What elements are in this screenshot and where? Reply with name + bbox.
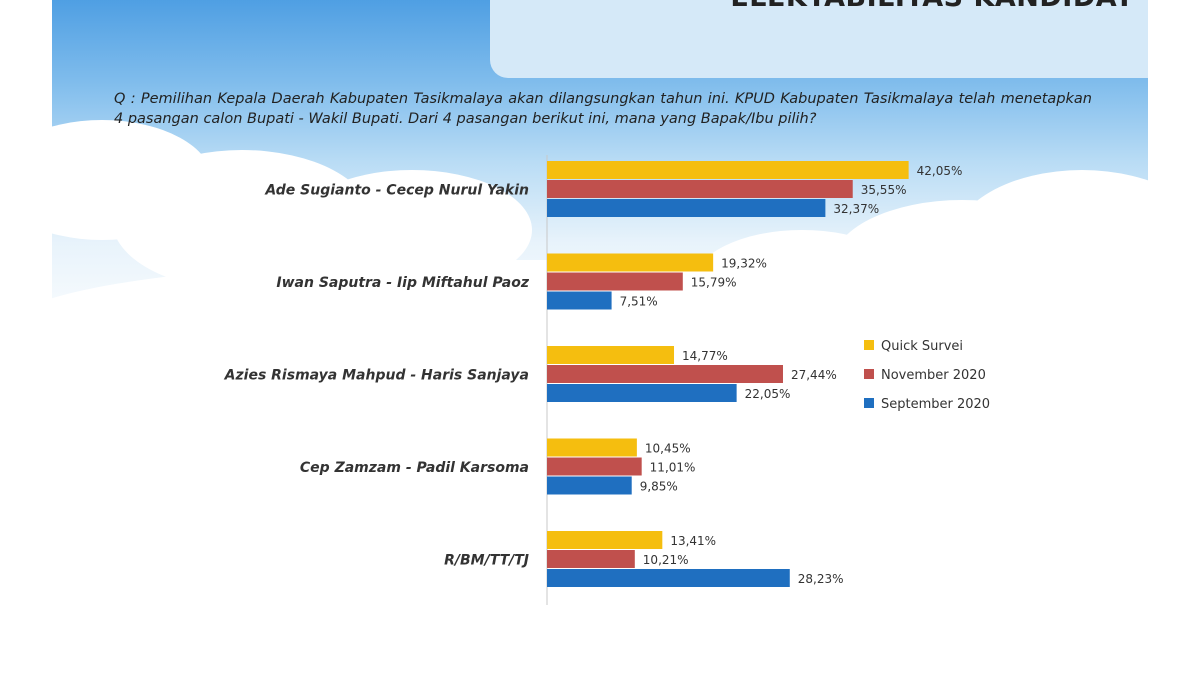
- legend-swatch: [864, 340, 874, 350]
- legend-swatch: [864, 398, 874, 408]
- data-label: 15,79%: [691, 276, 737, 290]
- bar: [547, 272, 683, 291]
- bar: [547, 365, 783, 383]
- data-label: 13,41%: [670, 534, 716, 548]
- data-label: 10,21%: [643, 553, 689, 567]
- data-label: 35,55%: [861, 183, 907, 197]
- data-label: 27,44%: [791, 368, 837, 382]
- data-label: 28,23%: [798, 572, 844, 586]
- legend-label: September 2020: [881, 397, 990, 412]
- page-title: ELEKTABILITAS KANDIDAT: [730, 0, 1134, 13]
- bar: [547, 199, 826, 217]
- bar: [547, 569, 790, 587]
- data-label: 9,85%: [640, 480, 678, 494]
- bar: [547, 384, 737, 402]
- category-label: Iwan Saputra - Iip Miftahul Paoz: [276, 275, 529, 291]
- bar: [547, 291, 612, 310]
- bar: [547, 476, 632, 495]
- bar: [547, 161, 909, 179]
- bar: [547, 531, 663, 549]
- data-label: 19,32%: [721, 257, 767, 271]
- bar: [547, 180, 853, 198]
- data-label: 7,51%: [620, 295, 658, 309]
- data-label: 14,77%: [682, 349, 728, 363]
- data-label: 11,01%: [650, 461, 696, 475]
- category-label: Ade Sugianto - Cecep Nurul Yakin: [264, 183, 529, 199]
- bar: [547, 253, 714, 272]
- bar: [547, 438, 637, 457]
- legend-label: Quick Survei: [881, 339, 963, 354]
- bar: [547, 550, 635, 568]
- survey-question: Q : Pemilihan Kepala Daerah Kabupaten Ta…: [114, 91, 1092, 127]
- title-box: ELEKTABILITAS KANDIDAT: [490, 0, 1148, 78]
- data-label: 10,45%: [645, 442, 691, 456]
- category-label: Azies Rismaya Mahpud - Haris Sanjaya: [224, 368, 529, 384]
- bar: [547, 457, 642, 476]
- data-label: 22,05%: [745, 387, 791, 401]
- legend-swatch: [864, 369, 874, 379]
- category-label: R/BM/TT/TJ: [444, 553, 529, 569]
- bar: [547, 346, 675, 364]
- legend-label: November 2020: [881, 368, 986, 383]
- data-label: 42,05%: [917, 164, 963, 178]
- category-label: Cep Zamzam - Padil Karsoma: [300, 460, 529, 476]
- data-label: 32,37%: [833, 202, 879, 216]
